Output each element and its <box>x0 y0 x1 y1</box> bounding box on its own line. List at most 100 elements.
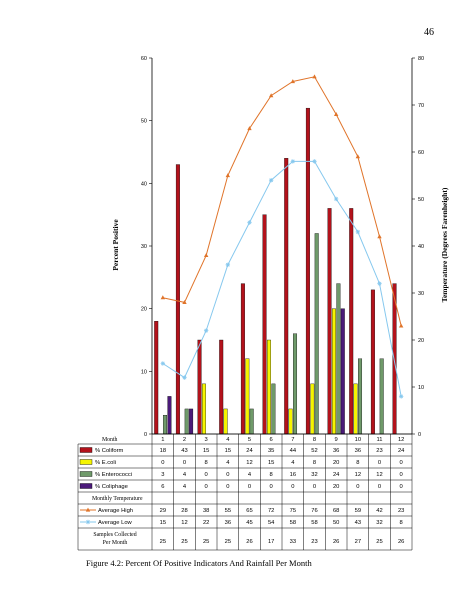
table-cell: 4 <box>183 472 187 478</box>
point-average-low <box>203 328 209 333</box>
table-cell: 26 <box>333 539 339 545</box>
bar-coliphage <box>189 408 194 435</box>
table-cell: 12 <box>246 460 252 466</box>
table-cell: 32 <box>311 472 317 478</box>
month-label: 2 <box>183 437 186 443</box>
table-cell: 55 <box>225 508 231 514</box>
table-cell: 12 <box>181 520 187 526</box>
table-samples-label: Per Month <box>103 540 128 546</box>
table-cell: 15 <box>203 448 209 454</box>
bar-coliform <box>197 339 202 435</box>
table-cell: 0 <box>400 460 403 466</box>
table-cell: 8 <box>400 520 403 526</box>
table-cell: 8 <box>205 460 208 466</box>
bar-enterococci <box>314 233 319 435</box>
y-right-tick-label: 60 <box>418 150 424 156</box>
legend-label: Average Low <box>98 520 133 526</box>
bar-enterococci <box>249 408 254 435</box>
point-average-high <box>203 253 209 257</box>
bar-ecoli <box>245 358 250 435</box>
table-cell: 16 <box>290 472 296 478</box>
bar-ecoli <box>201 383 206 435</box>
bar-enterococci <box>336 283 341 435</box>
y-right-tick-label: 70 <box>418 103 424 109</box>
table-temperature-label: Monthly Temperature <box>92 496 143 502</box>
table-cell: 36 <box>333 448 339 454</box>
month-label: 8 <box>313 437 316 443</box>
bar-coliform <box>370 289 375 435</box>
point-average-high <box>182 300 187 304</box>
table-cell: 72 <box>268 508 274 514</box>
table-cell: 8 <box>313 460 316 466</box>
point-average-low <box>225 262 231 267</box>
y-left-tick-label: 10 <box>141 369 147 375</box>
table-cell: 0 <box>270 484 273 490</box>
y-left-tick-label: 60 <box>141 56 147 62</box>
table-cell: 12 <box>355 472 361 478</box>
month-label: 11 <box>376 437 382 443</box>
table-cell: 24 <box>246 448 253 454</box>
table-cell: 0 <box>291 484 294 490</box>
legend-swatch <box>79 471 93 477</box>
point-average-high <box>160 295 166 300</box>
table-cell: 65 <box>246 508 252 514</box>
month-label: 3 <box>205 437 208 443</box>
month-label: 7 <box>291 437 294 443</box>
figure-caption: Figure 4.2: Percent Of Positive Indicato… <box>86 558 312 568</box>
y-axis-left-label: Percent Positive <box>111 219 120 271</box>
point-average-low <box>268 178 274 183</box>
table-cell: 15 <box>225 448 231 454</box>
bar-ecoli <box>310 383 315 435</box>
table-cell: 4 <box>248 472 252 478</box>
line-average-high <box>162 76 402 327</box>
table-cell: 0 <box>356 484 359 490</box>
table-cell: 22 <box>203 520 209 526</box>
table-cell: 58 <box>311 520 317 526</box>
month-label: 6 <box>270 437 273 443</box>
table-cell: 33 <box>290 539 296 545</box>
bar-enterococci <box>293 333 298 435</box>
y-right-tick-label: 10 <box>418 385 424 391</box>
bar-enterococci <box>358 358 363 435</box>
bar-ecoli <box>223 408 228 435</box>
bar-coliphage <box>167 396 172 435</box>
table-cell: 12 <box>376 472 382 478</box>
table-cell: 3 <box>161 472 164 478</box>
table-cell: 6 <box>161 484 164 490</box>
table-cell: 8 <box>356 460 359 466</box>
point-average-low <box>247 220 252 225</box>
y-left-tick-label: 50 <box>141 119 147 125</box>
legend-label: % Enterococci <box>95 472 132 478</box>
table-cell: 20 <box>333 460 339 466</box>
month-label: 9 <box>335 437 338 443</box>
point-average-high <box>290 79 296 84</box>
point-average-high <box>225 173 231 178</box>
point-average-low <box>398 394 404 399</box>
table-cell: 0 <box>226 472 229 478</box>
y-right-tick-label: 30 <box>418 291 424 297</box>
table-cell: 0 <box>205 484 208 490</box>
point-average-low <box>182 375 187 380</box>
y-right-tick-label: 20 <box>418 338 424 344</box>
table-cell: 43 <box>181 448 187 454</box>
table-cell: 4 <box>226 460 230 466</box>
table-samples-label: Samples Collected <box>93 532 136 538</box>
bar-ecoli <box>353 383 358 435</box>
table-cell: 0 <box>248 484 251 490</box>
bar-ecoli <box>288 408 293 435</box>
point-average-high <box>398 323 404 328</box>
point-average-low <box>312 159 317 164</box>
table-cell: 44 <box>290 448 297 454</box>
point-average-low <box>160 361 166 366</box>
table-cell: 23 <box>311 539 317 545</box>
bar-ecoli <box>266 339 271 435</box>
table-cell: 45 <box>246 520 252 526</box>
page-number: 46 <box>424 27 434 38</box>
y-left-tick-label: 20 <box>141 307 147 313</box>
table-cell: 25 <box>181 539 187 545</box>
bar-coliform <box>392 283 397 435</box>
table-cell: 23 <box>376 448 382 454</box>
table-cell: 58 <box>290 520 296 526</box>
table-cell: 36 <box>355 448 361 454</box>
y-left-tick-label: 40 <box>141 181 147 187</box>
